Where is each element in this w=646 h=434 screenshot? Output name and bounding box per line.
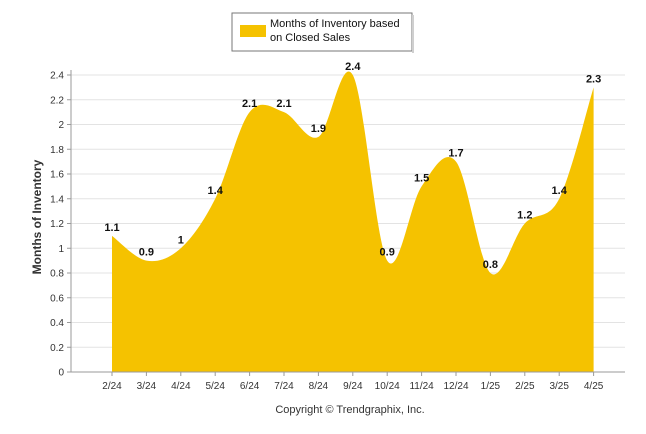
- x-tick-label: 1/25: [481, 381, 501, 392]
- copyright-text: Copyright © Trendgraphix, Inc.: [275, 404, 424, 416]
- data-label: 0.9: [380, 247, 395, 259]
- data-label: 2.1: [276, 98, 291, 110]
- data-label: 1.4: [208, 185, 224, 197]
- y-tick-label: 1: [58, 244, 64, 255]
- data-label: 1: [178, 234, 184, 246]
- data-label: 2.1: [242, 98, 257, 110]
- x-tick-label: 12/24: [443, 381, 468, 392]
- data-label: 2.4: [345, 61, 361, 73]
- y-tick-label: 1.6: [50, 170, 64, 181]
- legend-swatch: [240, 25, 266, 37]
- data-label: 1.5: [414, 172, 429, 184]
- y-tick-label: 0.2: [50, 343, 64, 354]
- data-label: 1.4: [552, 185, 568, 197]
- y-tick-label: 2: [58, 120, 64, 131]
- data-label: 1.7: [448, 148, 463, 160]
- legend-entry-line-2: on Closed Sales: [270, 32, 351, 44]
- x-tick-label: 3/24: [137, 381, 157, 392]
- legend: Months of Inventory based on Closed Sale…: [231, 12, 414, 53]
- y-axis-title: Months of Inventory: [30, 159, 44, 274]
- y-tick-label: 1.4: [50, 194, 64, 205]
- axes: [67, 70, 625, 376]
- x-tick-label: 7/24: [274, 381, 294, 392]
- y-tick-label: 1.2: [50, 219, 64, 230]
- x-tick-label: 4/24: [171, 381, 191, 392]
- x-tick-label: 6/24: [240, 381, 260, 392]
- data-label: 0.8: [483, 259, 498, 271]
- data-label: 2.3: [586, 73, 601, 85]
- x-tick-label: 2/24: [102, 381, 122, 392]
- x-tick-label: 10/24: [375, 381, 400, 392]
- y-tick-labels: 0 0.2 0.4 0.6 0.8 1 1.2 1.4 1.6 1.8 2 2.2 2.4: [50, 71, 64, 379]
- data-label: 1.1: [104, 222, 119, 234]
- x-tick-label: 2/25: [515, 381, 535, 392]
- y-tick-label: 1.8: [50, 145, 64, 156]
- data-label: 0.9: [139, 247, 154, 259]
- y-tick-label: 0.4: [50, 318, 64, 329]
- series-area: [112, 71, 594, 372]
- y-tick-label: 2.4: [50, 71, 64, 82]
- x-tick-label: 4/25: [584, 381, 604, 392]
- x-tick-label: 3/25: [549, 381, 569, 392]
- y-tick-label: 2.2: [50, 95, 64, 106]
- legend-box-shadow: [412, 15, 414, 53]
- x-tick-label: 5/24: [205, 381, 225, 392]
- y-tick-label: 0.8: [50, 269, 64, 280]
- legend-entry-line-1: Months of Inventory based: [270, 18, 400, 30]
- x-tick-label: 9/24: [343, 381, 363, 392]
- data-label: 1.9: [311, 123, 326, 135]
- y-tick-label: 0: [58, 368, 64, 379]
- y-tick-label: 0.6: [50, 293, 64, 304]
- x-tick-labels: 2/24 3/24 4/24 5/24 6/24 7/24 8/24 9/24 10/24 11/…: [102, 381, 604, 392]
- data-labels: 1.1 0.9 1 1.4 2.1 2.1 1.9 2.4 0.9 1.5 1.7 0.8 1.2 1.4…: [104, 61, 601, 271]
- data-label: 1.2: [517, 210, 532, 222]
- x-tick-label: 11/24: [409, 381, 434, 392]
- x-tick-label: 8/24: [309, 381, 329, 392]
